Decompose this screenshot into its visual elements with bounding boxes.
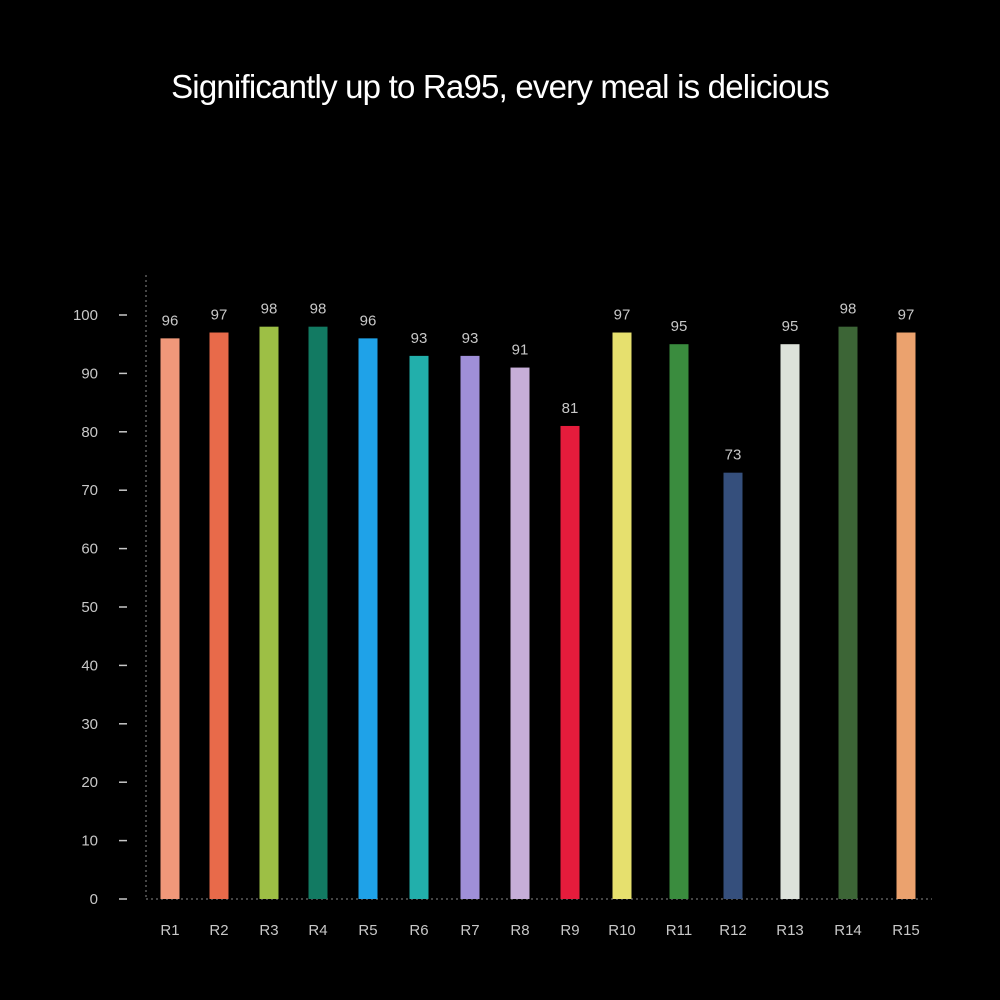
category-label-r8: R8 (510, 922, 529, 939)
bar-r6 (409, 355, 429, 899)
category-label-r15: R15 (892, 922, 920, 939)
y-tick-label: 100 (73, 307, 98, 324)
category-label-r5: R5 (358, 922, 377, 939)
y-tick-label: 10 (81, 833, 98, 850)
bar-r15 (896, 332, 916, 899)
y-axis-ticks: 0 10 20 30 40 50 60 70 80 90 100 (73, 307, 127, 908)
chart-title: Significantly up to Ra95, every meal is … (171, 68, 830, 105)
category-label-r6: R6 (409, 922, 428, 939)
value-label-r2: 97 (211, 307, 228, 324)
bar-r11 (669, 344, 689, 899)
y-tick-label: 40 (81, 657, 98, 674)
value-label-r10: 97 (614, 307, 631, 324)
y-tick-label: 90 (81, 365, 98, 382)
bar-r2 (209, 332, 229, 899)
value-label-r4: 98 (310, 301, 327, 318)
category-label-r12: R12 (719, 922, 747, 939)
y-tick-label: 80 (81, 424, 98, 441)
bar-r5 (358, 338, 378, 899)
bar-r10 (612, 332, 632, 899)
category-label-r13: R13 (776, 922, 804, 939)
category-label-r3: R3 (259, 922, 278, 939)
value-label-r1: 96 (162, 312, 179, 329)
bar-r13 (780, 344, 800, 899)
value-label-r15: 97 (898, 307, 915, 324)
bar-r3 (259, 326, 279, 899)
y-tick-label: 0 (90, 891, 98, 908)
value-label-r8: 91 (512, 342, 529, 359)
y-tick-label: 70 (81, 482, 98, 499)
value-label-r14: 98 (840, 301, 857, 318)
category-label-r11: R11 (666, 922, 692, 939)
value-label-r3: 98 (261, 301, 278, 318)
category-label-r1: R1 (160, 922, 179, 939)
value-labels-group: 96 97 98 98 96 93 93 91 81 97 95 73 95 98 97 (162, 301, 915, 464)
y-tick-label: 50 (81, 599, 98, 616)
category-label-r10: R10 (608, 922, 636, 939)
y-tick-label: 30 (81, 716, 98, 733)
bar-r14 (838, 326, 858, 899)
y-tick-label: 60 (81, 541, 98, 558)
category-label-r2: R2 (209, 922, 228, 939)
value-label-r9: 81 (562, 400, 579, 417)
value-label-r12: 73 (725, 447, 742, 464)
value-label-r7: 93 (462, 330, 479, 347)
bar-r9 (560, 425, 580, 899)
bar-r7 (460, 355, 480, 899)
category-label-r7: R7 (460, 922, 479, 939)
value-label-r13: 95 (782, 318, 799, 335)
bar-r4 (308, 326, 328, 899)
bar-r8 (510, 367, 530, 899)
value-label-r11: 95 (671, 318, 688, 335)
bar-r1 (160, 338, 180, 899)
category-label-r14: R14 (834, 922, 862, 939)
value-label-r6: 93 (411, 330, 428, 347)
category-label-r4: R4 (308, 922, 327, 939)
value-label-r5: 96 (360, 312, 377, 329)
bar-r12 (723, 472, 743, 899)
category-label-r9: R9 (560, 922, 579, 939)
y-tick-label: 20 (81, 774, 98, 791)
category-labels-group: R1 R2 R3 R4 R5 R6 R7 R8 R9 R10 R11 R12 R13 R14 R15 (160, 922, 919, 939)
bars-group (160, 326, 916, 899)
